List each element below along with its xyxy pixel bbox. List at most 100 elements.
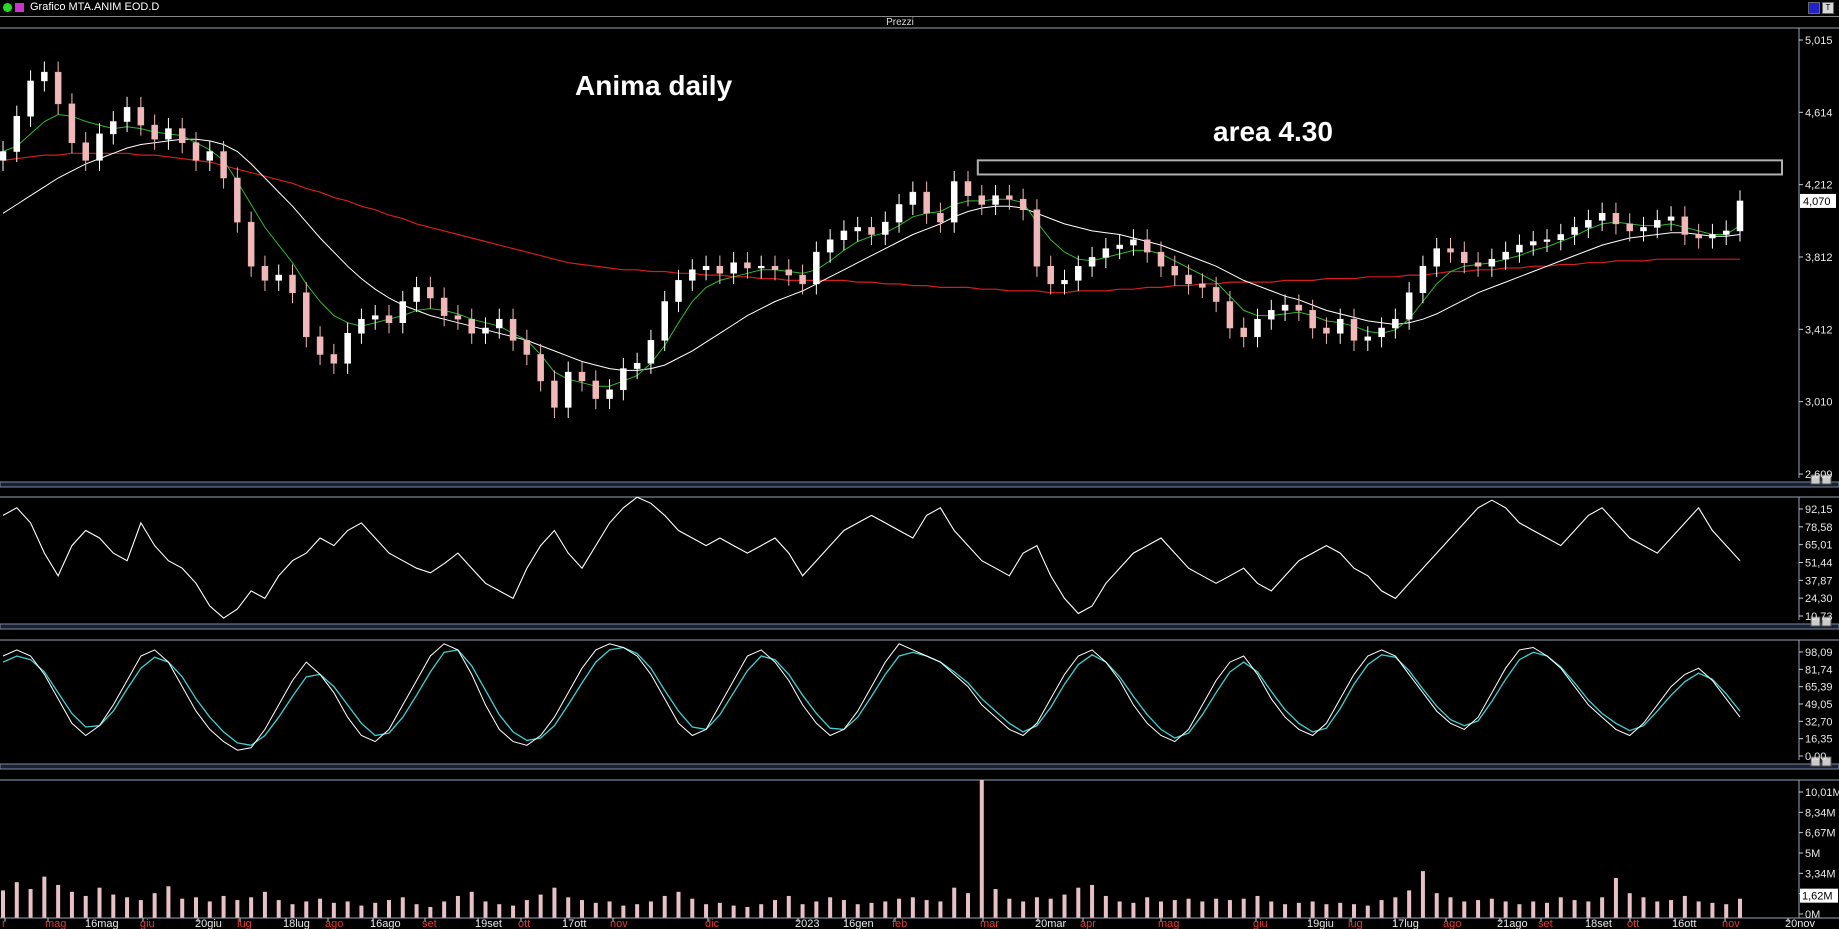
text-icon[interactable]: T — [1822, 2, 1834, 14]
pane-maximize-button[interactable] — [1821, 756, 1832, 767]
volume-bar — [442, 901, 447, 918]
candle-body — [840, 230, 848, 241]
candle-body — [950, 181, 958, 223]
price-pane-label: Prezzi — [886, 17, 914, 28]
candle-body — [440, 297, 448, 316]
candle-body — [744, 262, 751, 269]
volume-bar — [1021, 901, 1026, 918]
candle-body — [868, 227, 875, 235]
volume-bar — [28, 889, 33, 918]
candle-body — [564, 371, 572, 408]
candle-body — [1033, 209, 1041, 267]
candle-body — [1130, 239, 1137, 246]
y-tick-label: 51,44 — [1805, 558, 1833, 570]
volume-bar — [1627, 893, 1632, 918]
candle-body — [992, 195, 999, 205]
volume-bar — [979, 780, 984, 918]
volume-bar — [1159, 901, 1163, 918]
x-tick-label: 20giu — [195, 918, 222, 929]
y-tick-label: 81,74 — [1805, 664, 1833, 676]
candle-body — [1295, 304, 1303, 311]
x-tick-label: set — [1538, 918, 1553, 929]
y-tick-label: 32,70 — [1805, 716, 1833, 728]
last-price-label: 4,070 — [1803, 196, 1831, 208]
candle-body — [1309, 310, 1316, 329]
candle-body — [592, 380, 600, 399]
window-title: Grafico MTA.ANIM EOD.D — [30, 1, 160, 13]
volume-bar — [1145, 897, 1150, 918]
volume-bar — [455, 895, 460, 918]
volume-bar — [469, 891, 474, 918]
volume-bar — [1365, 905, 1370, 918]
pane-separator — [0, 481, 1839, 488]
x-tick-label: 16ott — [1672, 918, 1696, 929]
volume-bar — [249, 897, 254, 918]
volume-bar — [83, 895, 88, 918]
x-tick-label: mag — [45, 918, 66, 929]
volume-bar — [786, 895, 791, 918]
volume-bar — [1227, 900, 1232, 918]
volume-bar — [621, 905, 626, 918]
volume-bar — [1669, 900, 1674, 918]
pane-minimize-button[interactable] — [1810, 474, 1821, 485]
volume-bar — [1738, 898, 1742, 918]
candle-body — [537, 354, 544, 382]
volume-bar — [414, 904, 419, 918]
volume-bar — [359, 905, 364, 918]
window-icon[interactable] — [1808, 2, 1820, 14]
candle-body — [1157, 251, 1165, 267]
volume-bar — [1131, 902, 1136, 918]
candle-body — [468, 318, 475, 334]
candle-body — [1268, 310, 1275, 320]
volume-bar — [1448, 897, 1453, 918]
volume-bar — [373, 902, 378, 918]
y-tick-label: 65,01 — [1805, 540, 1833, 552]
candle-body — [1047, 265, 1054, 285]
volume-bar — [221, 895, 226, 918]
y-tick-label: 49,05 — [1805, 699, 1833, 711]
x-tick-label: 18set — [1585, 918, 1612, 929]
volume-bar — [676, 891, 681, 918]
volume-bar — [1048, 898, 1053, 918]
volume-bar — [166, 886, 171, 918]
candle-body — [344, 333, 351, 364]
volume-bar — [511, 905, 516, 918]
candle-body — [385, 315, 393, 323]
volume-bar — [800, 904, 805, 918]
volume-bar — [897, 898, 902, 918]
x-tick-label: 16mag — [85, 918, 119, 929]
candle-body — [675, 280, 682, 302]
candle-body — [1336, 318, 1344, 334]
volume-bar — [1269, 901, 1274, 918]
volume-bar — [1393, 897, 1398, 918]
x-tick-label: dic — [705, 918, 720, 929]
candle-body — [1557, 234, 1565, 241]
candle-body — [54, 71, 62, 105]
x-tick-label: mag — [1158, 918, 1179, 929]
volume-bar — [125, 897, 130, 918]
candle-body — [909, 191, 917, 205]
pane-maximize-button[interactable] — [1821, 616, 1832, 627]
candle-body — [27, 80, 34, 117]
candle-body — [964, 181, 972, 196]
volume-bar — [194, 897, 198, 918]
menu-icon[interactable] — [15, 3, 24, 12]
volume-bar — [497, 904, 502, 918]
pane-minimize-button[interactable] — [1810, 756, 1821, 767]
x-tick-label: apr — [1080, 918, 1096, 929]
candle-body — [13, 115, 21, 152]
pane-maximize-button[interactable] — [1821, 474, 1832, 485]
volume-bar — [1172, 900, 1177, 918]
volume-bar — [138, 900, 143, 918]
candle-body — [82, 142, 89, 161]
volume-bar — [400, 897, 405, 918]
volume-bar — [1255, 895, 1260, 918]
volume-bar — [1241, 898, 1246, 918]
volume-bar — [966, 893, 970, 918]
candle-body — [1088, 257, 1096, 267]
volume-bar — [1420, 871, 1425, 918]
y-tick-label: 10,01M — [1805, 787, 1839, 799]
pane-minimize-button[interactable] — [1810, 616, 1821, 627]
volume-bar — [1545, 902, 1549, 918]
